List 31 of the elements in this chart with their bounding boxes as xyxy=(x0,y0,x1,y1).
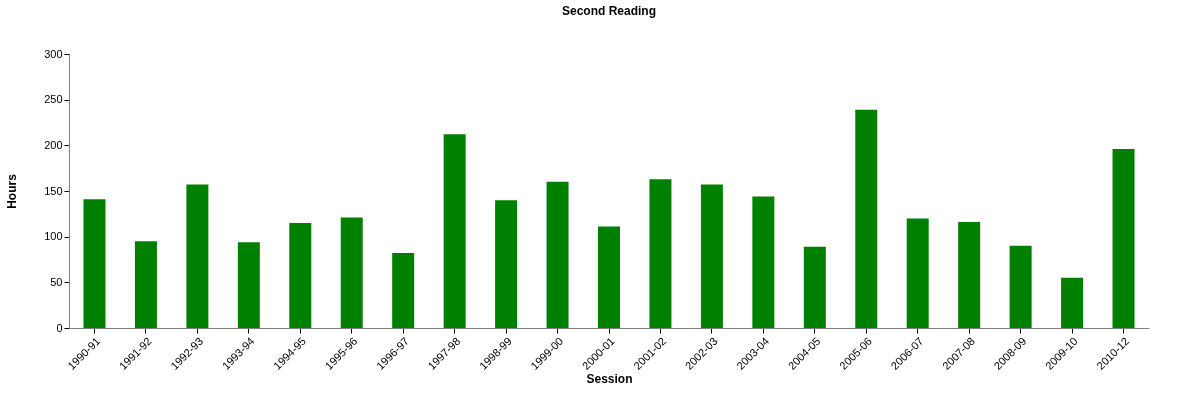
bar xyxy=(855,109,878,328)
bar xyxy=(392,253,415,328)
bar xyxy=(134,241,157,328)
y-tick-label: 150 xyxy=(44,184,63,197)
bar xyxy=(546,181,569,328)
bar xyxy=(598,226,620,328)
bar xyxy=(237,242,260,328)
bar xyxy=(1009,245,1032,328)
y-tick-label: 200 xyxy=(44,138,63,151)
y-tick-label: 300 xyxy=(44,47,63,60)
y-tick-label: 0 xyxy=(56,321,63,334)
bar xyxy=(752,196,775,328)
bar xyxy=(700,184,723,328)
bar xyxy=(1061,277,1084,328)
bar xyxy=(649,179,672,328)
chart-title: Second Reading xyxy=(561,4,657,18)
bar xyxy=(340,217,363,328)
bar xyxy=(83,199,106,328)
x-axis-title: Session xyxy=(586,371,633,386)
bar xyxy=(289,222,312,328)
bar xyxy=(803,246,826,328)
bar xyxy=(1112,148,1135,328)
bar xyxy=(495,200,518,328)
y-tick-label: 50 xyxy=(50,275,63,288)
y-tick-label: 100 xyxy=(44,230,63,243)
bar xyxy=(906,218,929,328)
y-axis-title: Hours xyxy=(5,173,20,209)
bar xyxy=(958,222,981,328)
bar xyxy=(443,134,466,328)
bar xyxy=(186,184,209,328)
y-tick-label: 250 xyxy=(44,93,63,106)
